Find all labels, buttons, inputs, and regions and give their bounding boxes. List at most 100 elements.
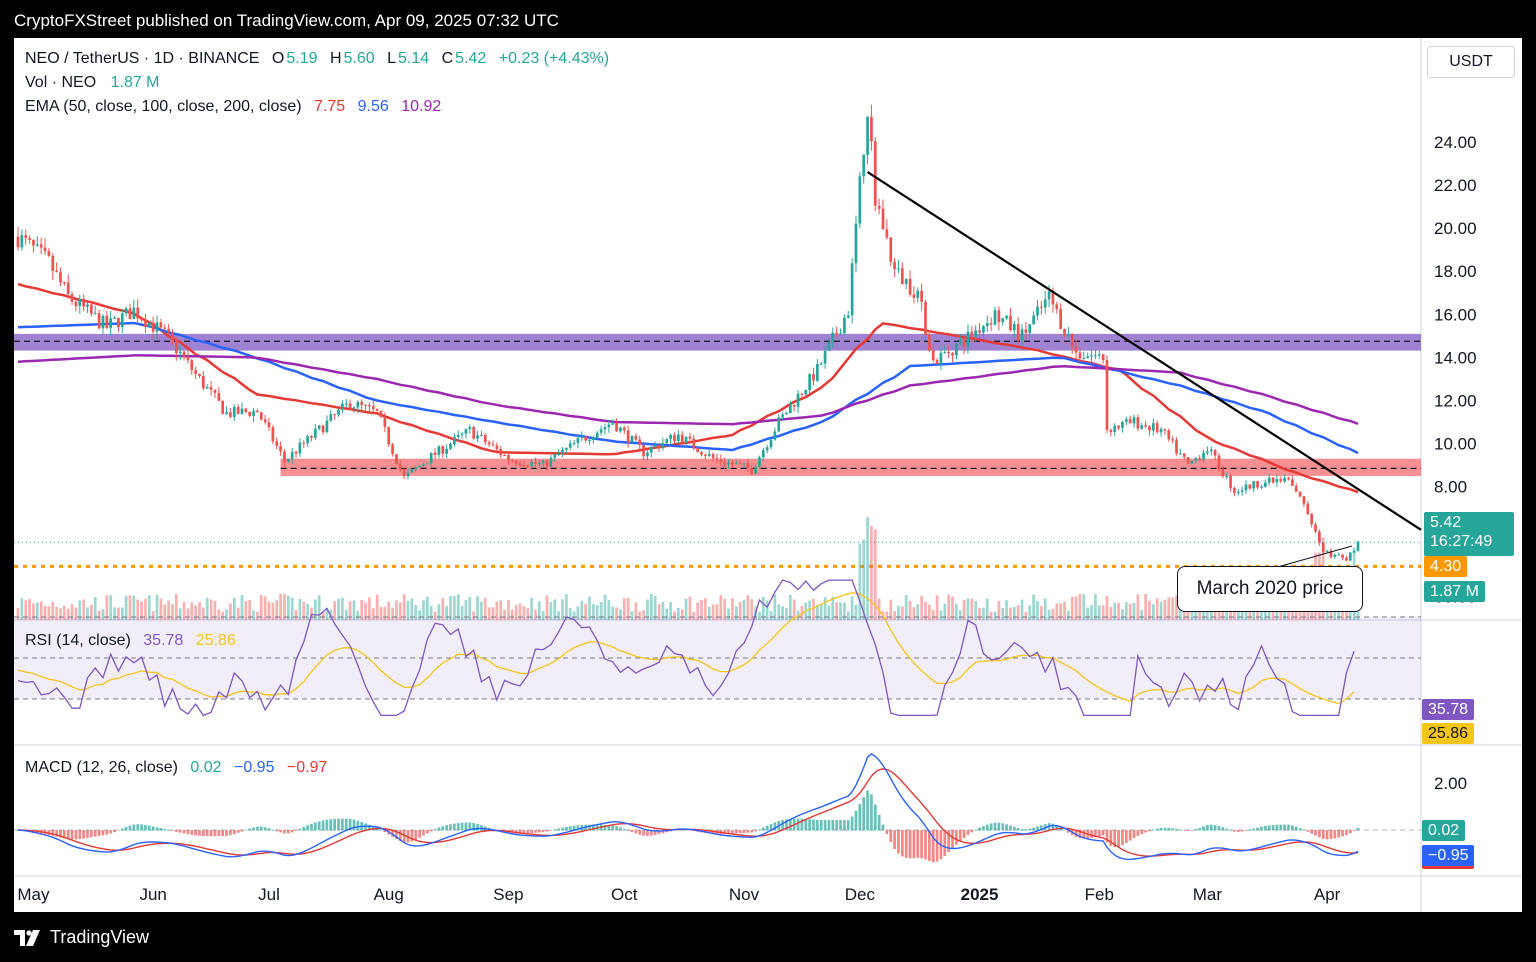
volume-bar [491,607,495,620]
volume-bar [1325,609,1329,620]
macd-histogram-bar [873,804,877,831]
price-tick-label: 8.00 [1434,478,1467,497]
macd-histogram-bar [1132,830,1136,839]
march-2020-annotation[interactable]: March 2020 price [1177,566,1363,612]
rsi-legend: RSI (14, close) 35.78 25.86 [25,632,238,650]
volume-bar [78,600,82,620]
macd-histogram-bar [1213,825,1217,831]
volume-bar [1113,602,1117,620]
candle [704,454,707,457]
volume-bar [653,595,657,620]
candle [1302,496,1306,504]
macd-histogram-bar [178,830,182,833]
candle [1094,355,1097,357]
candle [290,451,294,459]
annotation-text: March 2020 price [1196,578,1344,599]
candle [1275,479,1279,483]
candle [908,278,912,295]
macd-histogram-bar [1318,830,1321,838]
volume-bar [1155,598,1159,620]
volume-bar [808,600,811,620]
macd-histogram-bar [147,825,151,831]
macd-histogram-bar [545,830,549,832]
candle [843,317,846,334]
chart-canvas[interactable]: 24.00 22.00 20.00 18.00 16.00 14.00 12.00 10.00… [14,38,1522,912]
macd-histogram-bar [835,820,839,831]
candle [410,469,414,473]
candle [781,414,784,418]
candle [298,442,302,454]
candle [900,268,904,284]
macd-histogram-bar [1175,828,1178,831]
candle [1198,457,1202,460]
candle [302,442,306,444]
macd-histogram-bar [557,828,560,831]
candle [881,208,885,230]
volume-bar [449,595,452,620]
macd-histogram-bar [920,830,923,859]
macd-histogram-bar [66,830,70,840]
macd-histogram-bar [615,826,618,831]
high-value: 5.60 [343,50,375,67]
macd-histogram-bar [97,830,101,836]
candle [429,452,433,464]
change-value: +0.23 (+4.43%) [498,50,610,67]
macd-histogram-bar [453,823,456,831]
volume-bar [1306,605,1310,620]
macd-histogram-bar [364,823,367,831]
macd-histogram-bar [653,830,657,835]
candle [51,255,55,271]
currency-button[interactable]: USDT [1427,46,1515,78]
candle [615,423,618,432]
candle [989,323,993,325]
macd-histogram-bar [1186,830,1190,832]
volume-bar [823,597,827,620]
macd-histogram-bar [174,830,178,832]
volume-bar [742,599,746,620]
candle [607,424,611,428]
macd-histogram-bar [839,820,842,831]
candle [433,452,437,455]
volume-bar [665,608,669,620]
macd-histogram-bar [1341,830,1344,837]
macd-histogram-bar [356,820,360,831]
chart-frame[interactable]: 24.00 22.00 20.00 18.00 16.00 14.00 12.00 10.00… [14,38,1522,912]
volume-bar [572,611,576,620]
tradingview-brand[interactable]: TradingView [14,927,149,948]
volume-bar [186,608,190,620]
candle [1345,557,1348,561]
candle [62,282,66,284]
macd-histogram-bar [198,830,201,836]
candle [209,387,213,390]
volume-bar [1159,601,1163,620]
volume-value: 1.87 M [110,74,160,91]
volume-bar [217,609,221,620]
candle [653,445,657,448]
candle [912,294,916,298]
macd-histogram-bar [105,830,109,835]
candle [866,116,869,155]
macd-histogram-bar [395,830,398,840]
candle [931,350,935,361]
macd-histogram-bar [568,826,572,831]
macd-histogram-bar [966,830,970,836]
candle [920,290,923,302]
symbol-legend: NEO / TetherUS · 1D · BINANCE O 5.19 H 5.6… [25,50,611,68]
symbol-title: NEO / TetherUS · 1D · BINANCE [25,50,260,67]
macd-histogram-bar [1182,830,1186,831]
macd-histogram-bar [252,827,255,831]
candle [785,413,788,415]
volume-bar [1043,598,1047,620]
volume-bar [379,607,383,620]
candle [916,290,920,298]
macd-histogram-bar [897,830,900,854]
volume-bar [503,609,506,620]
macd-histogram-bar [78,830,82,840]
macd-histogram-bar [572,825,576,831]
volume-bar [1063,601,1066,620]
candle [159,322,163,328]
volume-bar [773,594,777,620]
volume-bar [472,611,476,620]
candle [132,307,136,320]
volume-bar [758,611,761,620]
